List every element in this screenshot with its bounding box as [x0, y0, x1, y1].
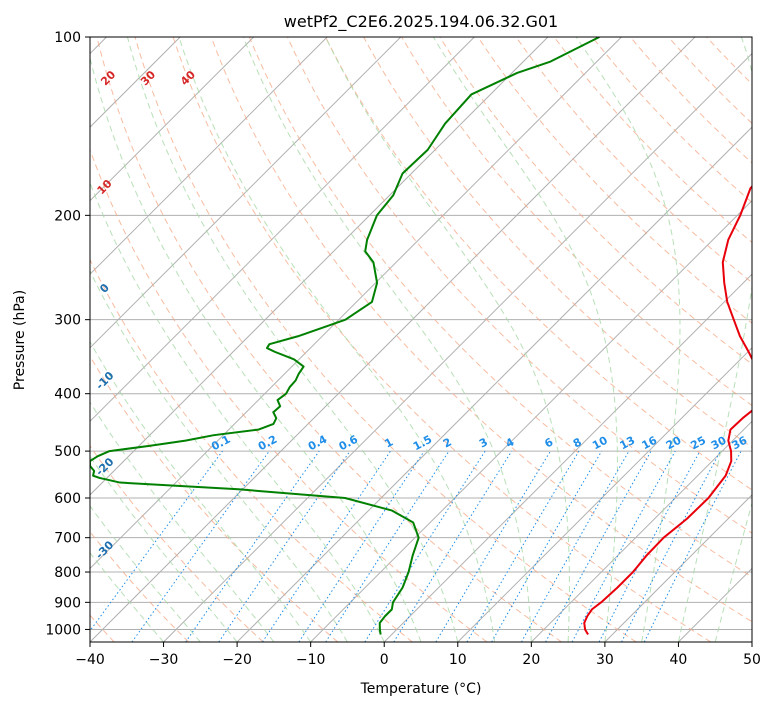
- mixing-ratio-label: 10: [590, 434, 610, 453]
- isotherm-line: [90, 37, 328, 275]
- moist-adiabat-line: [677, 37, 752, 642]
- dry-adiabat-line: [629, 37, 752, 164]
- dry-adiabat-line: [325, 37, 752, 491]
- dry-adiabat-line: [401, 37, 752, 407]
- dry-adiabats: [90, 37, 752, 642]
- x-axis-ticks: −40 −30 −20 −10 0 10 20 30 40 50: [75, 642, 761, 668]
- mixing-ratio-line: [90, 450, 223, 632]
- x-tick-label: −40: [75, 652, 105, 668]
- dry-adiabat-line: [96, 37, 562, 642]
- moist-adiabat-line: [178, 37, 496, 642]
- plot-background: [90, 37, 752, 642]
- x-tick-label: 20: [522, 652, 540, 668]
- temperature-profile-line: [583, 185, 752, 636]
- isotherm-line: [163, 52, 752, 642]
- isotherm-line: [383, 273, 752, 642]
- y-axis-ticks: 1000 900 800 700 600 500 400 300 200 100: [45, 30, 90, 638]
- dry-adiabat-line: [210, 37, 752, 623]
- x-tick-label: −10: [296, 652, 326, 668]
- y-tick-label: 700: [54, 531, 81, 547]
- moist-adiabat-line: [325, 37, 570, 642]
- x-axis-label: Temperature (°C): [360, 681, 482, 697]
- dry-adiabat-line: [477, 37, 752, 324]
- y-tick-label: 800: [54, 565, 81, 581]
- mixing-ratio-line: [491, 450, 603, 642]
- y-tick-label: 300: [54, 313, 81, 329]
- mixing-ratio-label: 20: [664, 433, 684, 452]
- x-tick-label: 0: [380, 652, 389, 668]
- x-tick-label: −20: [222, 652, 252, 668]
- mixing-ratio-line: [545, 450, 652, 642]
- mixing-ratio-line: [185, 450, 320, 642]
- dry-adiabat-line: [591, 37, 752, 204]
- chart-title: wetPf2_C2E6.2025.194.06.32.G01: [284, 12, 558, 32]
- dry-adiabat-line: [134, 37, 637, 642]
- mixing-ratio-line: [364, 450, 486, 642]
- x-tick-label: 40: [670, 652, 688, 668]
- pressure-gridlines: [90, 37, 752, 630]
- mixing-ratio-label: 36: [730, 434, 750, 453]
- dry-adiabat-line: [363, 37, 752, 449]
- isotherm-line: [90, 37, 622, 570]
- isotherm-line: [236, 126, 752, 642]
- dry-adiabat-line: [90, 445, 264, 642]
- moist-adiabat-line: [126, 37, 459, 642]
- dewpoint-profile-line: [90, 37, 600, 635]
- mixing-ratio-line: [393, 450, 513, 642]
- y-tick-label: 500: [54, 444, 81, 460]
- y-tick-label: 100: [54, 30, 81, 46]
- x-tick-label: −30: [149, 652, 179, 668]
- isotherm-line: [457, 347, 752, 642]
- mixing-ratio-line: [571, 450, 676, 642]
- isotherm-line: [90, 37, 549, 496]
- sounding-profiles: [90, 37, 752, 636]
- y-axis-label: Pressure (hPa): [12, 290, 28, 390]
- isotherm-line: [90, 37, 475, 423]
- y-tick-label: 400: [54, 387, 81, 403]
- x-tick-label: 30: [596, 652, 614, 668]
- dry-adiabat-line: [90, 258, 413, 642]
- moist-adiabat-line: [242, 37, 532, 642]
- mixing-ratio-line: [521, 450, 630, 642]
- mixing-ratio-label: 13: [618, 434, 638, 453]
- isotherm-line: [90, 37, 255, 202]
- moist-adiabat-line: [90, 455, 238, 642]
- skewed-isotherms: [90, 37, 752, 642]
- y-tick-label: 1000: [45, 622, 81, 638]
- isotherm-line: [530, 420, 752, 642]
- mixing-ratio-line: [131, 450, 270, 642]
- moist-adiabat-line: [714, 501, 752, 642]
- isotherm-line: [90, 37, 696, 642]
- mixing-ratio-label: 30: [709, 434, 729, 453]
- moist-adiabat-line: [90, 269, 348, 642]
- plot-frame: [89, 36, 753, 643]
- moist-adiabat-line: [90, 505, 201, 642]
- mixing-ratio-label: 25: [688, 434, 708, 453]
- isotherm-line: [604, 494, 752, 642]
- x-tick-label: 50: [743, 652, 761, 668]
- moist-adiabat-line: [90, 55, 422, 642]
- moist-adiabats: [90, 37, 752, 642]
- y-tick-label: 600: [54, 491, 81, 507]
- mixing-ratio-label: 16: [640, 433, 660, 452]
- y-tick-label: 900: [54, 595, 81, 611]
- moist-adiabat-line: [575, 37, 681, 642]
- mixing-ratio-line: [435, 450, 551, 642]
- dry-adiabat-line: [286, 37, 752, 534]
- dry-adiabat-line: [248, 37, 752, 578]
- isotherm-line: [90, 37, 402, 349]
- moist-adiabat-line: [90, 181, 385, 642]
- x-tick-label: 10: [449, 652, 467, 668]
- moist-adiabat-line: [432, 37, 618, 642]
- mixing-ratio-line: [325, 450, 450, 642]
- y-tick-label: 200: [54, 208, 81, 224]
- mixing-ratio-line: [218, 450, 351, 642]
- mixing-ratio-lines: [90, 450, 742, 642]
- mixing-ratio-line: [466, 450, 580, 642]
